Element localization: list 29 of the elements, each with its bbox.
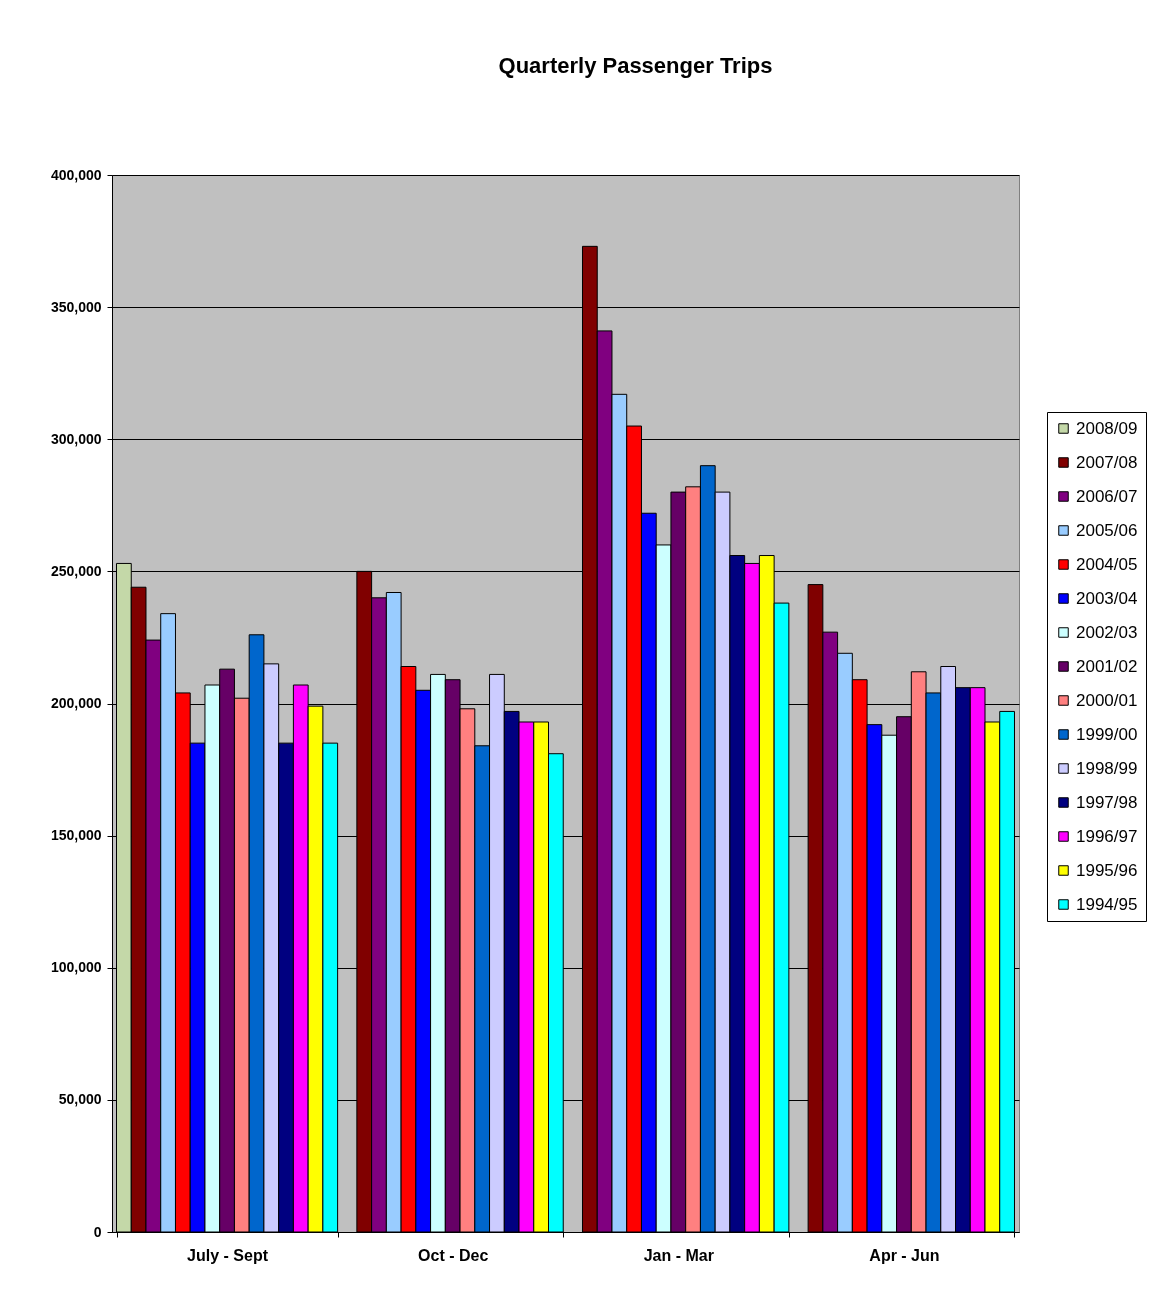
y-tick-label: 150,000 (50, 827, 102, 844)
legend-label: 2002/03 (1076, 622, 1138, 642)
legend-label: 1999/00 (1076, 724, 1138, 744)
legend-label: 1998/99 (1076, 758, 1138, 778)
legend-label: 1997/98 (1076, 792, 1138, 812)
y-tick-label: 400,000 (50, 166, 102, 183)
legend-label: 1995/96 (1076, 860, 1138, 880)
y-tick-label: 200,000 (50, 695, 102, 711)
y-tick-label: 50,000 (58, 1091, 102, 1108)
x-tick-label: Oct - Dec (418, 1246, 489, 1264)
y-tick-label: 300,000 (50, 430, 102, 447)
chart-title: Quarterly Passenger Trips (498, 53, 773, 78)
x-tick-label: July - Sept (187, 1246, 269, 1264)
legend-label: 2000/01 (1076, 690, 1138, 710)
y-tick-label: 250,000 (50, 562, 102, 579)
legend-label: 1994/95 (1076, 894, 1138, 914)
y-tick-label: 0 (93, 1223, 102, 1240)
legend-label: 1996/97 (1076, 826, 1138, 846)
legend-label: 2001/02 (1076, 656, 1138, 676)
x-tick-label: Apr - Jun (869, 1246, 940, 1264)
legend-label: 2008/09 (1076, 418, 1138, 438)
legend-label: 2005/06 (1076, 520, 1138, 540)
x-tick-label: Jan - Mar (643, 1246, 714, 1264)
legend-label: 2006/07 (1076, 486, 1138, 506)
legend-label: 2004/05 (1076, 554, 1138, 574)
y-tick-label: 100,000 (50, 959, 102, 976)
legend-label: 2007/08 (1076, 452, 1138, 472)
y-tick-label: 350,000 (50, 298, 102, 315)
legend-label: 2003/04 (1076, 588, 1138, 608)
